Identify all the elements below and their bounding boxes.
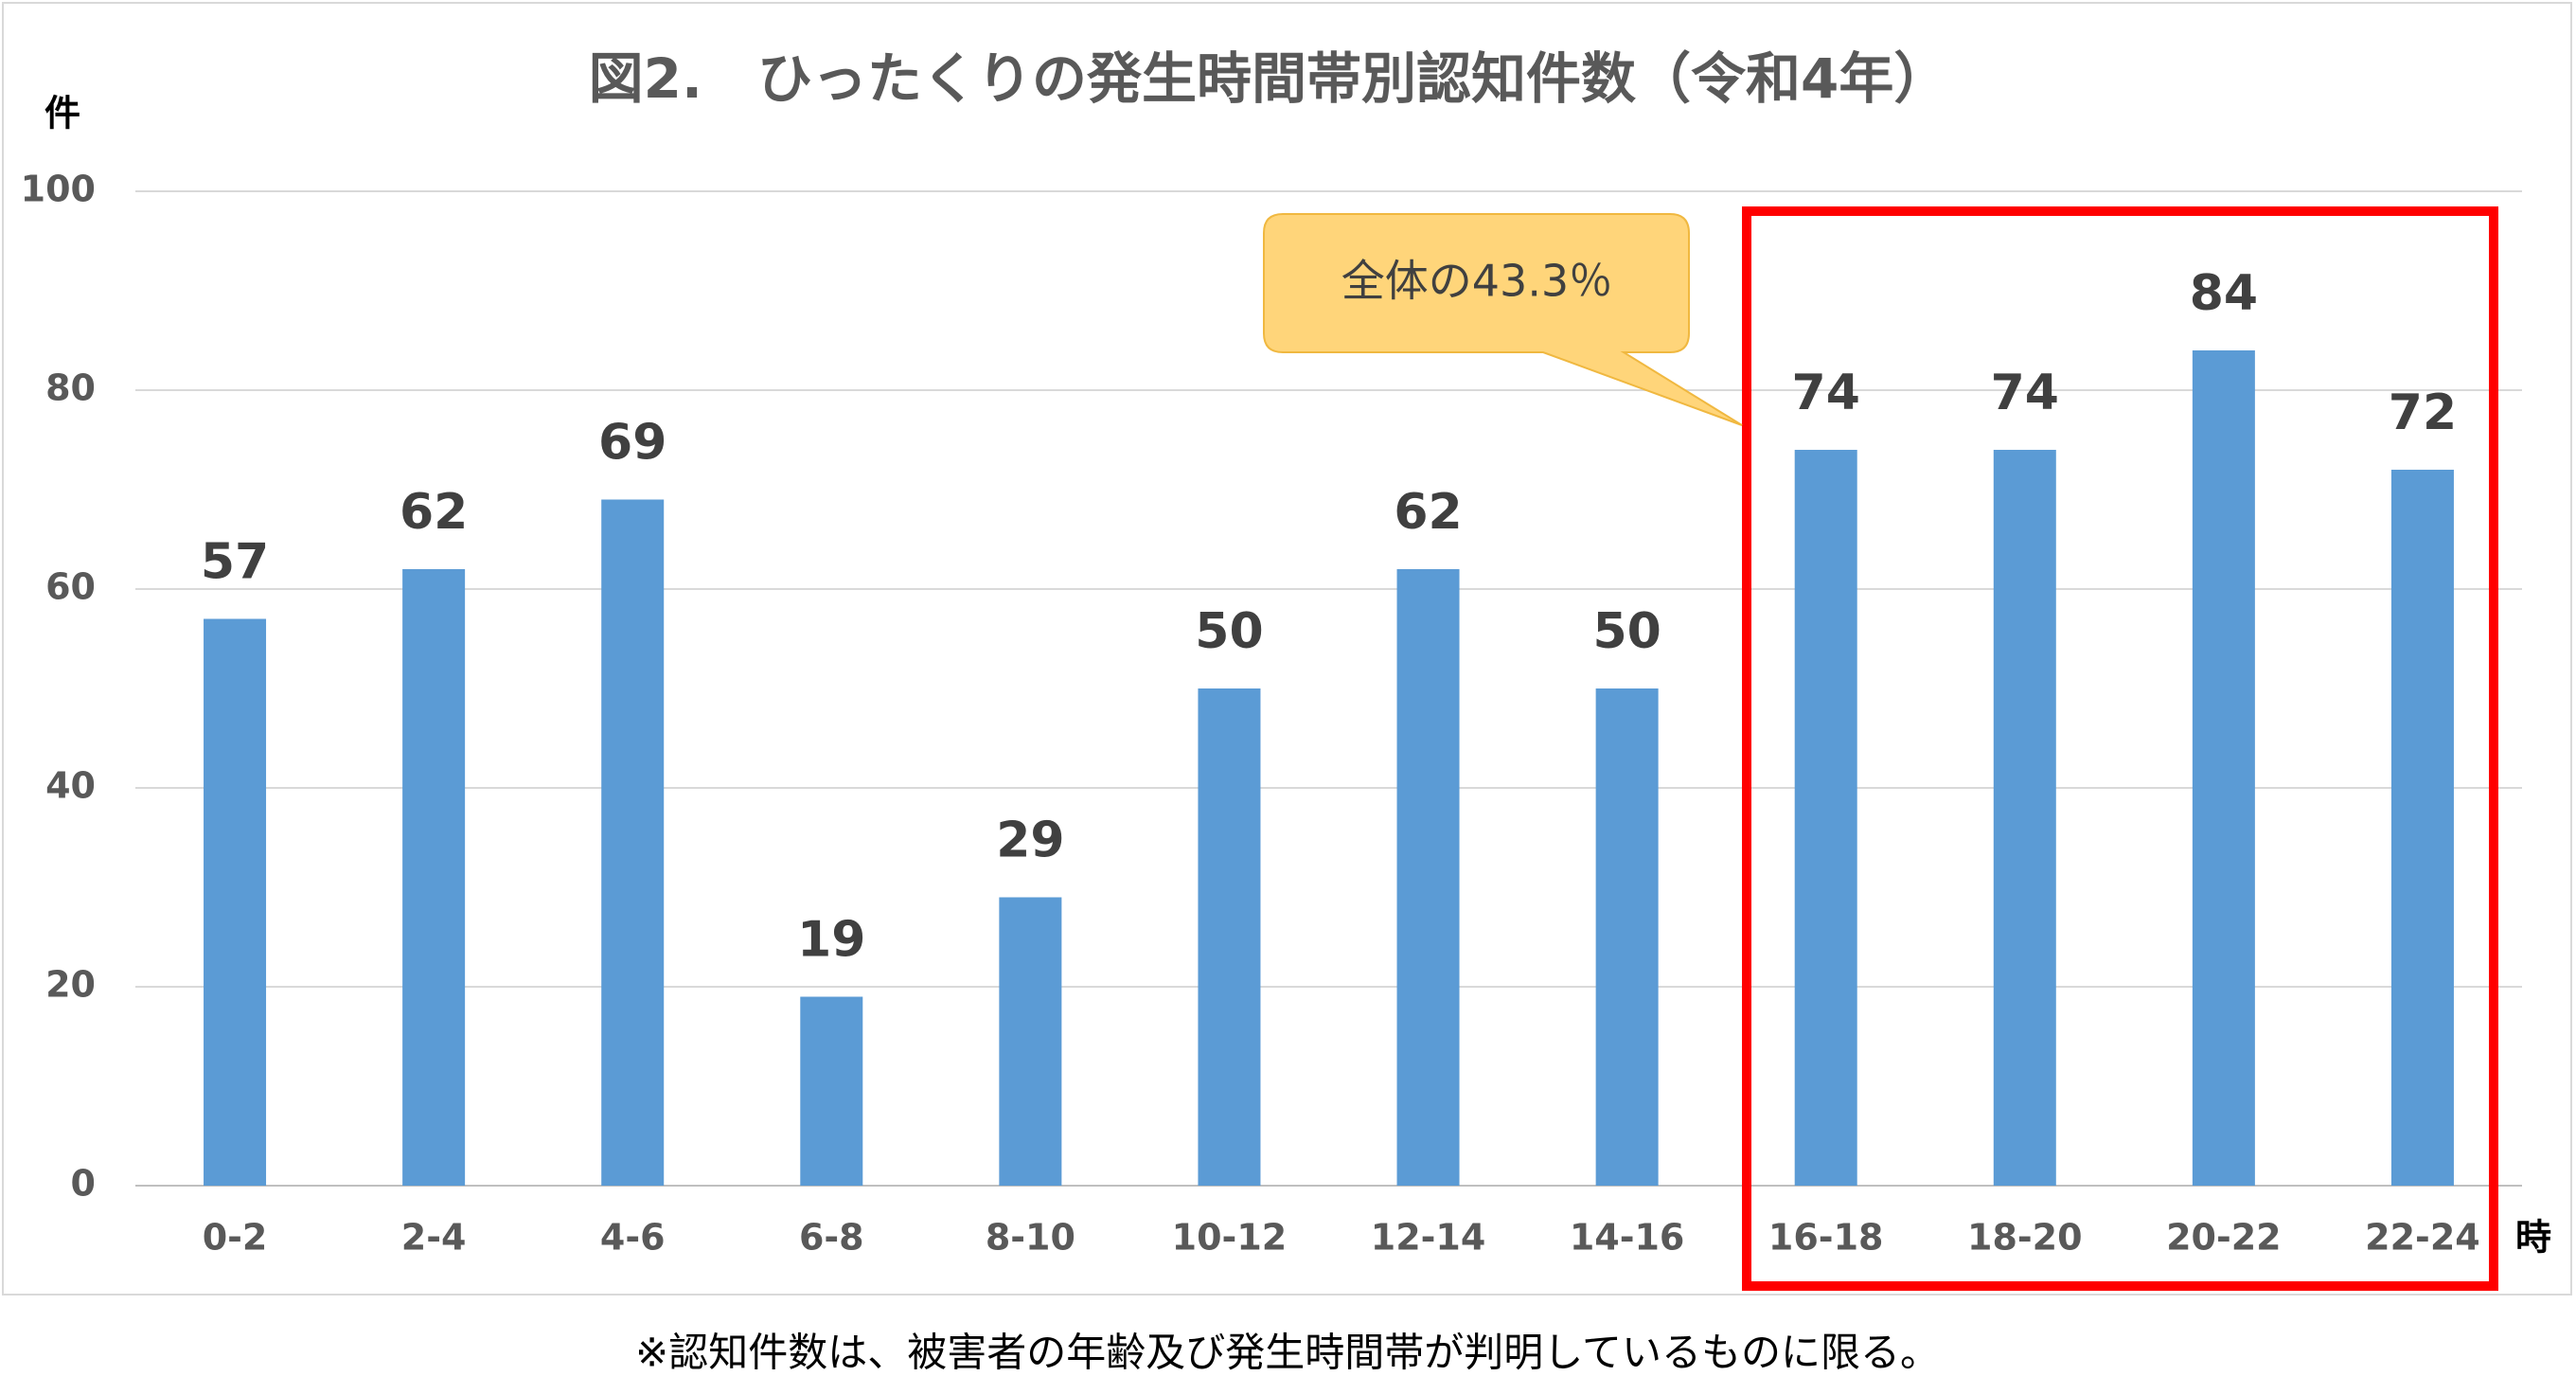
chart-border (2, 2, 2572, 1296)
callout (1263, 213, 1743, 426)
value-label: 74 (1991, 365, 2059, 421)
x-tick-label: 22-24 (2365, 1217, 2480, 1259)
x-tick-label: 14-16 (1570, 1217, 1685, 1259)
value-label: 62 (400, 484, 468, 541)
annotation: 全体の43.3％ (1341, 256, 1612, 307)
y-tick-label: 20 (45, 964, 96, 1006)
bar (601, 499, 665, 1186)
bar (1595, 688, 1659, 1186)
x-tick-label: 2-4 (401, 1217, 467, 1259)
grid: 0 20 40 60 80 100 (21, 169, 2522, 1205)
value-label: 69 (598, 415, 666, 472)
highlight-box (1742, 206, 2498, 1291)
value-label: 62 (1394, 484, 1462, 541)
x-tick-label: 10-12 (1172, 1217, 1288, 1259)
y-tick-label: 0 (71, 1163, 96, 1205)
x-tick-label: 0-2 (203, 1217, 268, 1259)
bar (999, 897, 1062, 1186)
bar (800, 996, 863, 1186)
chart-title: 図2. ひったくりの発生時間帯別認知件数（令和4年） (589, 46, 1949, 111)
bars: 0-2 57 2-4 62 4-6 69 6-8 19 8-10 29 10-12 50 12-14 62… (201, 265, 2480, 1259)
bar (2390, 470, 2454, 1186)
value-label: 19 (797, 912, 865, 969)
value-label: 84 (2190, 265, 2258, 322)
bar (1198, 688, 1261, 1186)
bar (1993, 450, 2056, 1186)
x-tick-label: 18-20 (1967, 1217, 2083, 1259)
x-tick-label: 20-22 (2166, 1217, 2282, 1259)
x-unit: 時 (2515, 1217, 2551, 1259)
x-tick-label: 8-10 (986, 1217, 1075, 1259)
footnote: ※認知件数は、被害者の年齢及び発生時間帯が判明しているものに限る。 (635, 1330, 1940, 1376)
value-label: 29 (996, 813, 1064, 869)
value-label: 50 (1592, 603, 1661, 660)
bar (402, 569, 466, 1186)
bar (1794, 450, 1857, 1186)
value-label: 72 (2389, 384, 2457, 441)
y-tick-label: 80 (45, 367, 96, 409)
x-tick-label: 6-8 (799, 1217, 864, 1259)
bar (204, 618, 267, 1186)
value-label: 57 (201, 534, 269, 591)
y-tick-label: 40 (45, 765, 96, 807)
bar (1396, 569, 1460, 1186)
y-tick-label: 60 (45, 566, 96, 608)
value-label: 74 (1792, 365, 1860, 421)
y-unit: 件 (44, 93, 80, 134)
y-tick-label: 100 (21, 169, 96, 210)
bar (2192, 350, 2255, 1186)
x-tick-label: 4-6 (600, 1217, 666, 1259)
x-tick-label: 16-18 (1768, 1217, 1884, 1259)
value-label: 50 (1195, 603, 1263, 660)
x-tick-label: 12-14 (1371, 1217, 1486, 1259)
